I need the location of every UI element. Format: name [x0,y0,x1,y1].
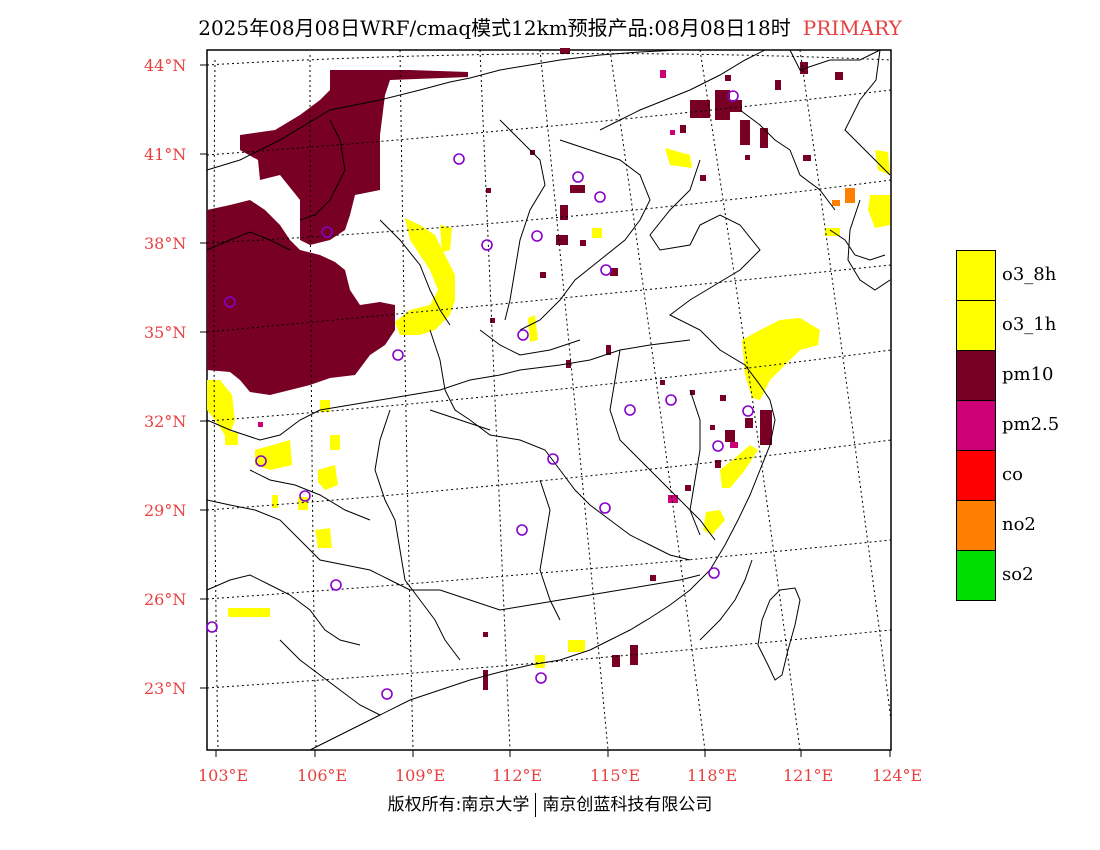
lon-label-118: 118°E [687,766,738,785]
lon-label-124: 124°E [872,766,923,785]
legend-swatch [956,300,996,351]
legend-swatch [956,350,996,401]
pm10-region-northwest [240,70,468,245]
title-text: 2025年08月08日WRF/cmaq模式12km预报产品:08月08日18时 [198,16,791,40]
pollution-layer [207,48,890,690]
station-markers [206,90,754,700]
map-title: 2025年08月08日WRF/cmaq模式12km预报产品:08月08日18时 P… [0,12,1100,41]
boundary-lines [206,49,891,751]
legend-label: pm2.5 [1002,414,1060,435]
pm10-specks [483,48,843,690]
legend-swatch [956,500,996,551]
lon-label-115: 115°E [590,766,641,785]
lon-label-112: 112°E [492,766,543,785]
lat-label-23: 23°N [144,679,187,698]
lat-label-26: 26°N [144,590,187,609]
lon-label-109: 109°E [395,766,446,785]
primary-tag: PRIMARY [802,16,902,40]
legend-swatch [956,550,996,601]
legend-swatch [956,400,996,451]
o3-regions [207,148,890,668]
lon-label-121: 121°E [783,766,834,785]
legend-label: no2 [1002,514,1036,535]
axis-ticks [200,64,891,757]
copyright-left: 版权所有:南京大学 [387,795,530,815]
copyright-divider [535,793,537,817]
legend-label: so2 [1002,564,1034,585]
legend-label: o3_8h [1002,264,1057,285]
lat-label-44: 44°N [144,56,187,75]
lat-label-32: 32°N [144,412,187,431]
legend-label: o3_1h [1002,314,1057,335]
lon-label-106: 106°E [297,766,348,785]
pm10-region-west [207,200,395,395]
no2-specks [832,188,855,206]
lon-label-103: 103°E [198,766,249,785]
legend-label: pm10 [1002,364,1054,385]
copyright-right: 南京创蓝科技有限公司 [542,795,713,815]
lat-label-35: 35°N [144,323,187,342]
lat-label-38: 38°N [144,234,187,253]
copyright-footer: 版权所有:南京大学 南京创蓝科技有限公司 [0,790,1100,817]
legend-swatch [956,250,996,301]
lat-label-29: 29°N [144,501,187,520]
graticule [206,49,892,751]
legend-label: co [1002,464,1023,485]
pm10-region-gansu [207,260,250,310]
lat-label-41: 41°N [144,145,187,164]
legend-swatch [956,450,996,501]
